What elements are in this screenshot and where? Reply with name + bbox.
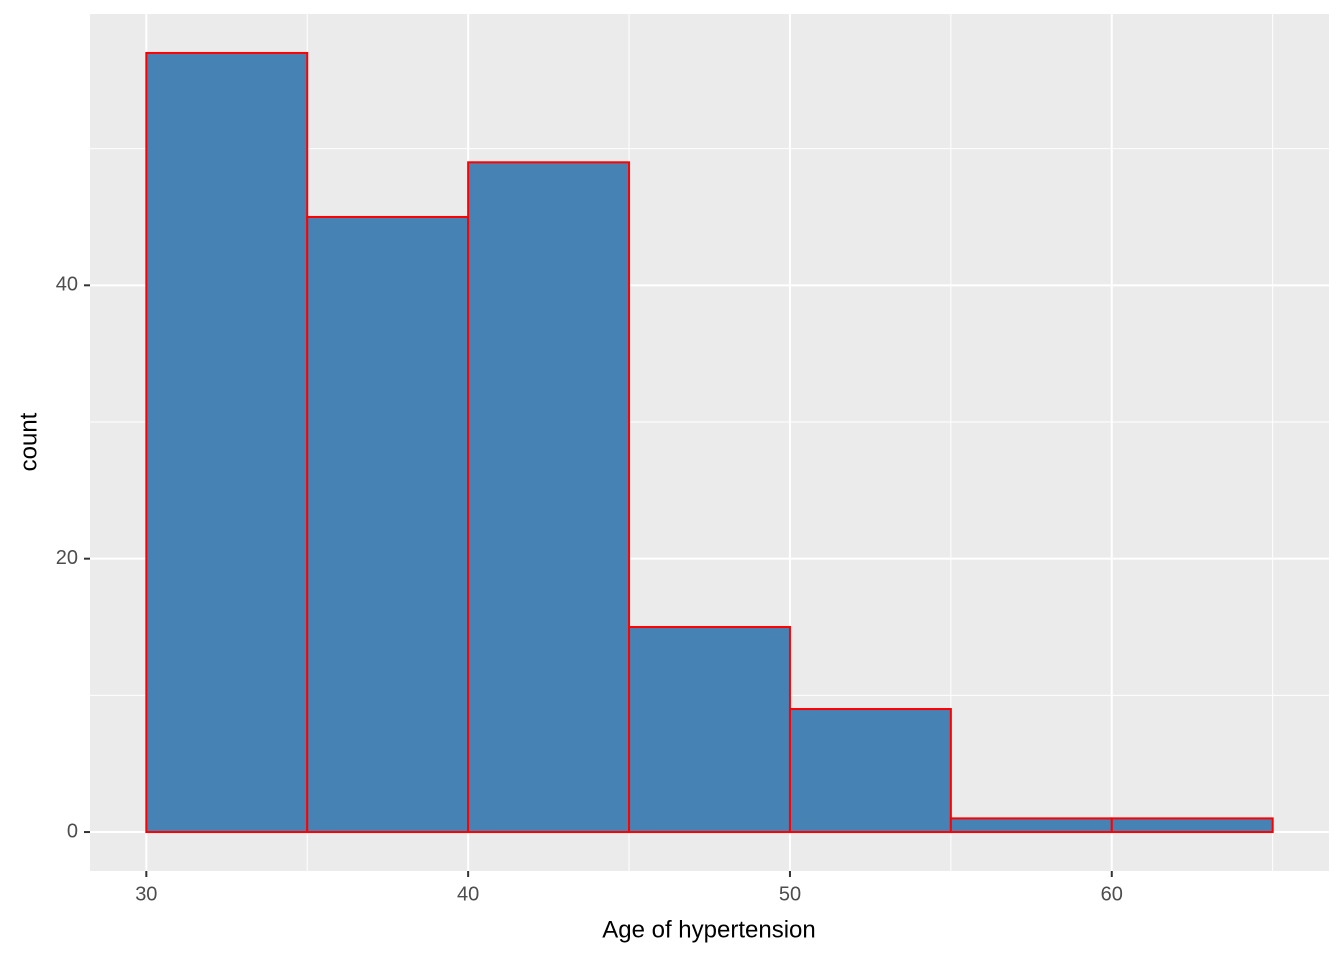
bar (306, 215, 470, 834)
bar (145, 51, 309, 834)
bar (628, 626, 791, 834)
y-tick-label: 0 (67, 820, 78, 842)
bar (1110, 817, 1274, 834)
x-tick-label: 50 (779, 883, 801, 905)
x-tick-label: 30 (135, 883, 157, 905)
bar (788, 708, 952, 834)
bar (949, 817, 1113, 834)
x-tick-label: 60 (1101, 883, 1123, 905)
x-axis-title: Age of hypertension (602, 916, 815, 943)
y-tick-label: 40 (56, 274, 78, 296)
y-tick-label: 20 (56, 547, 78, 569)
x-tick-label: 40 (457, 883, 479, 905)
bar (467, 161, 631, 834)
y-axis-title: count (15, 412, 42, 471)
